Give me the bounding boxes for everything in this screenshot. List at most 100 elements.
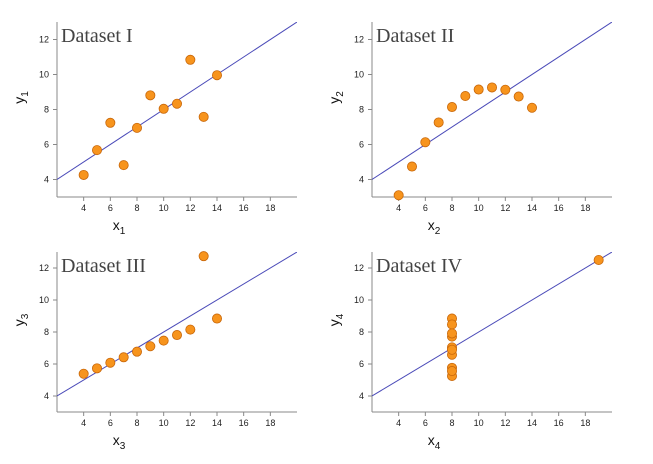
data-point [420,137,431,148]
x-tick-label: 4 [396,418,401,428]
data-point [92,363,103,374]
y-tick-label: 8 [44,105,49,115]
regression-line [372,252,612,397]
y-axis-label: y1 [11,91,31,104]
data-point [171,330,182,341]
data-point [185,324,196,335]
data-point [158,335,169,346]
x-tick-label: 16 [239,203,249,213]
x-axis-label-subscript: 1 [120,226,126,237]
data-point [527,102,538,113]
x-axis-label: x3 [113,432,126,452]
data-point [406,161,417,172]
data-point [593,254,604,265]
data-point [145,90,156,101]
panel-title: Dataset IV [376,255,463,277]
x-tick-label: 12 [185,418,195,428]
y-tick-label: 10 [39,295,49,305]
x-tick-label: 10 [474,418,484,428]
y-axis-label: y4 [326,313,346,326]
y-tick-label: 6 [359,140,364,150]
x-tick-label: 14 [212,418,222,428]
y-axis-label-subscript: 2 [335,91,346,97]
x-tick-label: 8 [134,203,139,213]
data-point [446,366,457,377]
data-point [211,313,222,324]
y-tick-label: 10 [354,295,364,305]
y-tick-label: 10 [39,70,49,80]
x-tick-label: 8 [449,203,454,213]
y-tick-label: 4 [359,175,364,185]
x-tick-label: 6 [423,203,428,213]
x-tick-label: 10 [159,203,169,213]
data-point [92,145,103,156]
x-tick-label: 16 [239,418,249,428]
data-point [486,82,497,93]
x-tick-label: 14 [527,418,537,428]
y-axis-label: y2 [326,91,346,104]
data-point [105,357,116,368]
y-tick-label: 8 [359,105,364,115]
x-axis-label-subscript: 3 [120,441,126,452]
data-point [500,84,511,95]
y-tick-label: 12 [354,35,364,45]
x-axis-label-main: x [428,432,435,448]
x-axis-label-main: x [113,432,120,448]
data-point [198,251,209,262]
y-tick-label: 12 [39,263,49,273]
panel-title: Dataset III [61,255,146,277]
data-point [118,352,129,363]
data-point [211,70,222,81]
data-point [118,160,129,171]
x-axis-label: x2 [428,217,441,237]
y-tick-label: 8 [44,327,49,337]
x-axis-label-subscript: 2 [435,226,441,237]
x-tick-label: 14 [212,203,222,213]
x-axis-label: x4 [428,432,441,452]
y-axis-label-subscript: 4 [335,313,346,319]
x-tick-label: 18 [265,418,275,428]
x-tick-label: 12 [500,203,510,213]
regression-line [372,22,612,180]
data-point [105,117,116,128]
x-tick-label: 12 [185,203,195,213]
y-tick-label: 6 [359,359,364,369]
data-point [446,344,457,355]
x-tick-label: 10 [474,203,484,213]
x-tick-label: 18 [265,203,275,213]
data-point [78,368,89,379]
x-axis-label: x1 [113,217,126,237]
panel-title: Dataset II [376,25,454,47]
data-point [131,122,142,133]
y-tick-label: 4 [359,391,364,401]
y-tick-label: 4 [44,175,49,185]
x-axis-label-main: x [113,217,120,233]
x-tick-label: 16 [554,418,564,428]
x-tick-label: 12 [500,418,510,428]
y-axis-label-main: y [11,319,27,326]
data-point [446,328,457,339]
data-point [473,84,484,95]
data-point [446,102,457,113]
y-tick-label: 10 [354,70,364,80]
x-tick-label: 18 [580,203,590,213]
x-tick-label: 4 [396,203,401,213]
data-point [145,341,156,352]
panel-title: Dataset I [61,25,133,47]
x-tick-label: 8 [449,418,454,428]
data-point [198,111,209,122]
data-point [433,117,444,128]
x-tick-label: 8 [134,418,139,428]
x-tick-label: 6 [108,203,113,213]
data-point [158,103,169,114]
x-tick-label: 16 [554,203,564,213]
data-point [393,190,404,201]
y-tick-label: 6 [44,359,49,369]
data-point [78,169,89,180]
x-tick-label: 14 [527,203,537,213]
data-point [171,98,182,109]
